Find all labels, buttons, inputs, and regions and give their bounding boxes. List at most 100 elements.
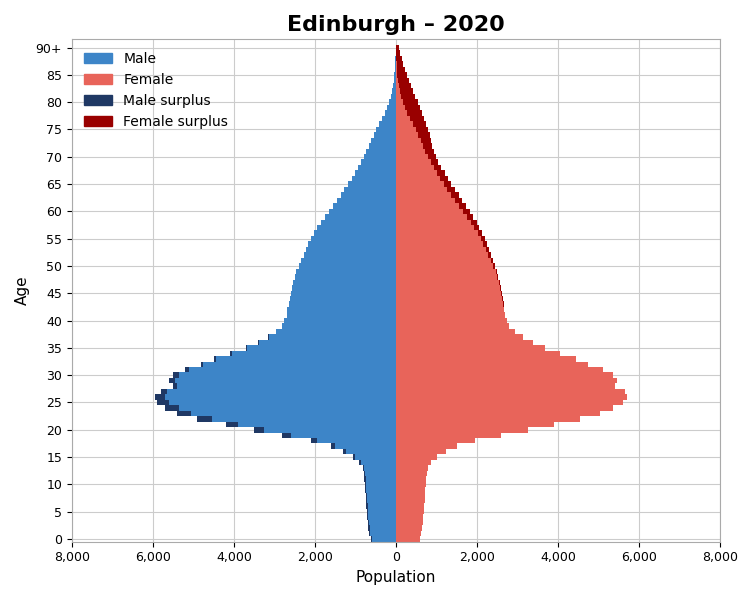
Bar (358, 165, 396, 170)
Bar (396, 116, 410, 121)
Bar (369, 531, 370, 536)
Bar (467, 214, 474, 220)
Bar (226, 422, 238, 427)
Bar (314, 230, 396, 236)
Bar (382, 116, 396, 121)
Bar (401, 94, 416, 100)
Bar (325, 214, 396, 220)
Bar (500, 285, 501, 290)
Bar (396, 290, 501, 296)
Bar (344, 187, 396, 192)
Bar (189, 367, 396, 373)
Bar (230, 350, 232, 356)
Bar (471, 220, 477, 225)
Bar (477, 230, 482, 236)
Bar (396, 132, 418, 137)
Bar (407, 110, 422, 116)
Bar (361, 160, 396, 165)
Bar (343, 449, 346, 454)
Bar (157, 400, 169, 405)
Bar (341, 192, 396, 197)
Bar (397, 67, 405, 72)
Bar (396, 318, 508, 323)
Bar (365, 487, 366, 493)
Bar (294, 274, 396, 280)
Bar (396, 149, 425, 154)
Bar (232, 350, 396, 356)
Bar (346, 449, 396, 454)
Bar (416, 127, 428, 132)
Bar (285, 318, 396, 323)
Bar (364, 482, 366, 487)
Bar (366, 503, 367, 509)
Bar (421, 137, 431, 143)
Bar (396, 176, 440, 181)
Bar (355, 454, 396, 460)
Bar (502, 296, 503, 301)
Bar (293, 280, 396, 285)
Bar (396, 493, 425, 498)
Bar (396, 389, 625, 394)
Bar (365, 476, 396, 482)
Bar (396, 487, 425, 493)
Bar (373, 132, 396, 137)
Bar (396, 323, 509, 329)
Bar (396, 520, 423, 526)
Bar (396, 476, 426, 482)
Bar (370, 526, 396, 531)
Bar (368, 509, 396, 514)
Bar (396, 263, 493, 269)
Bar (367, 498, 396, 503)
Bar (396, 416, 581, 422)
Bar (366, 487, 396, 493)
Bar (396, 422, 554, 427)
Bar (396, 45, 398, 50)
Bar (259, 340, 396, 345)
Bar (396, 105, 405, 110)
Bar (428, 154, 436, 160)
Bar (191, 410, 396, 416)
Bar (405, 105, 420, 110)
Bar (481, 236, 485, 241)
Bar (155, 394, 165, 400)
Bar (440, 176, 448, 181)
Bar (418, 132, 429, 137)
Bar (367, 514, 368, 520)
Bar (389, 100, 396, 105)
Bar (282, 323, 396, 329)
Bar (495, 269, 497, 274)
Bar (396, 83, 398, 88)
Bar (363, 465, 364, 471)
Bar (396, 165, 434, 170)
Bar (396, 301, 503, 307)
Bar (410, 116, 424, 121)
Bar (396, 160, 431, 165)
Bar (396, 203, 459, 209)
Bar (254, 427, 264, 433)
Bar (396, 350, 560, 356)
Bar (288, 307, 396, 313)
Bar (395, 72, 396, 77)
Bar (396, 137, 421, 143)
Bar (491, 258, 492, 263)
Bar (393, 83, 396, 88)
Bar (311, 236, 396, 241)
Bar (214, 356, 215, 362)
Bar (369, 520, 396, 526)
Bar (396, 482, 426, 487)
Bar (177, 410, 191, 416)
Bar (396, 253, 488, 258)
Bar (201, 362, 203, 367)
Bar (396, 471, 427, 476)
Bar (309, 241, 396, 247)
Bar (455, 197, 462, 203)
Bar (396, 465, 428, 471)
Bar (306, 247, 396, 253)
Bar (396, 72, 398, 77)
Bar (366, 498, 367, 503)
Bar (175, 378, 396, 383)
Bar (396, 526, 422, 531)
Bar (396, 56, 401, 61)
Bar (463, 209, 470, 214)
Bar (331, 443, 335, 449)
